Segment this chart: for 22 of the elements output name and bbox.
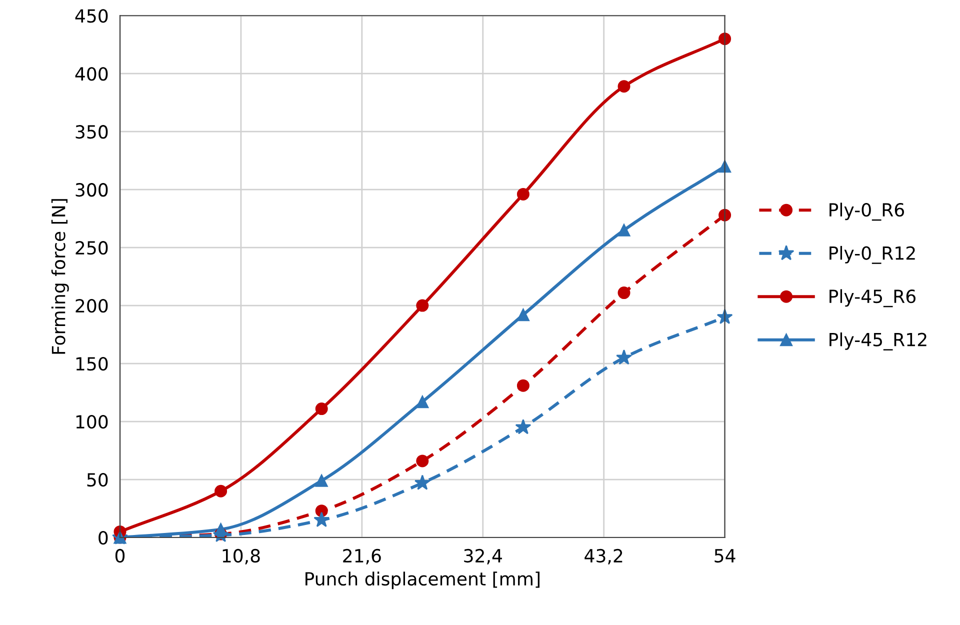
x-tick-label: 10,8 — [222, 548, 260, 564]
y-axis-title: Forming force [N] — [51, 199, 69, 354]
legend-label: Ply-0_R6 — [830, 202, 904, 221]
y-tick-label: 0 — [98, 530, 108, 545]
x-tick-label: 43,2 — [584, 548, 622, 564]
x-tick-label: 21,6 — [343, 548, 381, 564]
y-tick-label: 300 — [76, 183, 108, 197]
y-tick-label: 100 — [76, 414, 108, 429]
y-tick-label: 400 — [75, 67, 108, 81]
y-tick-label: 200 — [76, 299, 108, 313]
y-tick-label: 50 — [87, 472, 108, 487]
x-tick-label: 54 — [714, 549, 736, 563]
y-tick-label: 150 — [76, 357, 108, 371]
y-tick-label: 350 — [76, 125, 108, 139]
legend-label: Ply-45_R6 — [830, 289, 916, 308]
x-tick-label: 0 — [115, 548, 125, 563]
y-tick-label: 250 — [76, 241, 108, 255]
x-axis-title: Punch displacement [mm] — [306, 572, 540, 590]
x-tick-label: 32,4 — [464, 548, 502, 564]
legend-label: Ply-45_R12 — [830, 332, 926, 350]
y-tick-label: 450 — [75, 9, 108, 23]
legend-label: Ply-0_R12 — [830, 246, 915, 264]
